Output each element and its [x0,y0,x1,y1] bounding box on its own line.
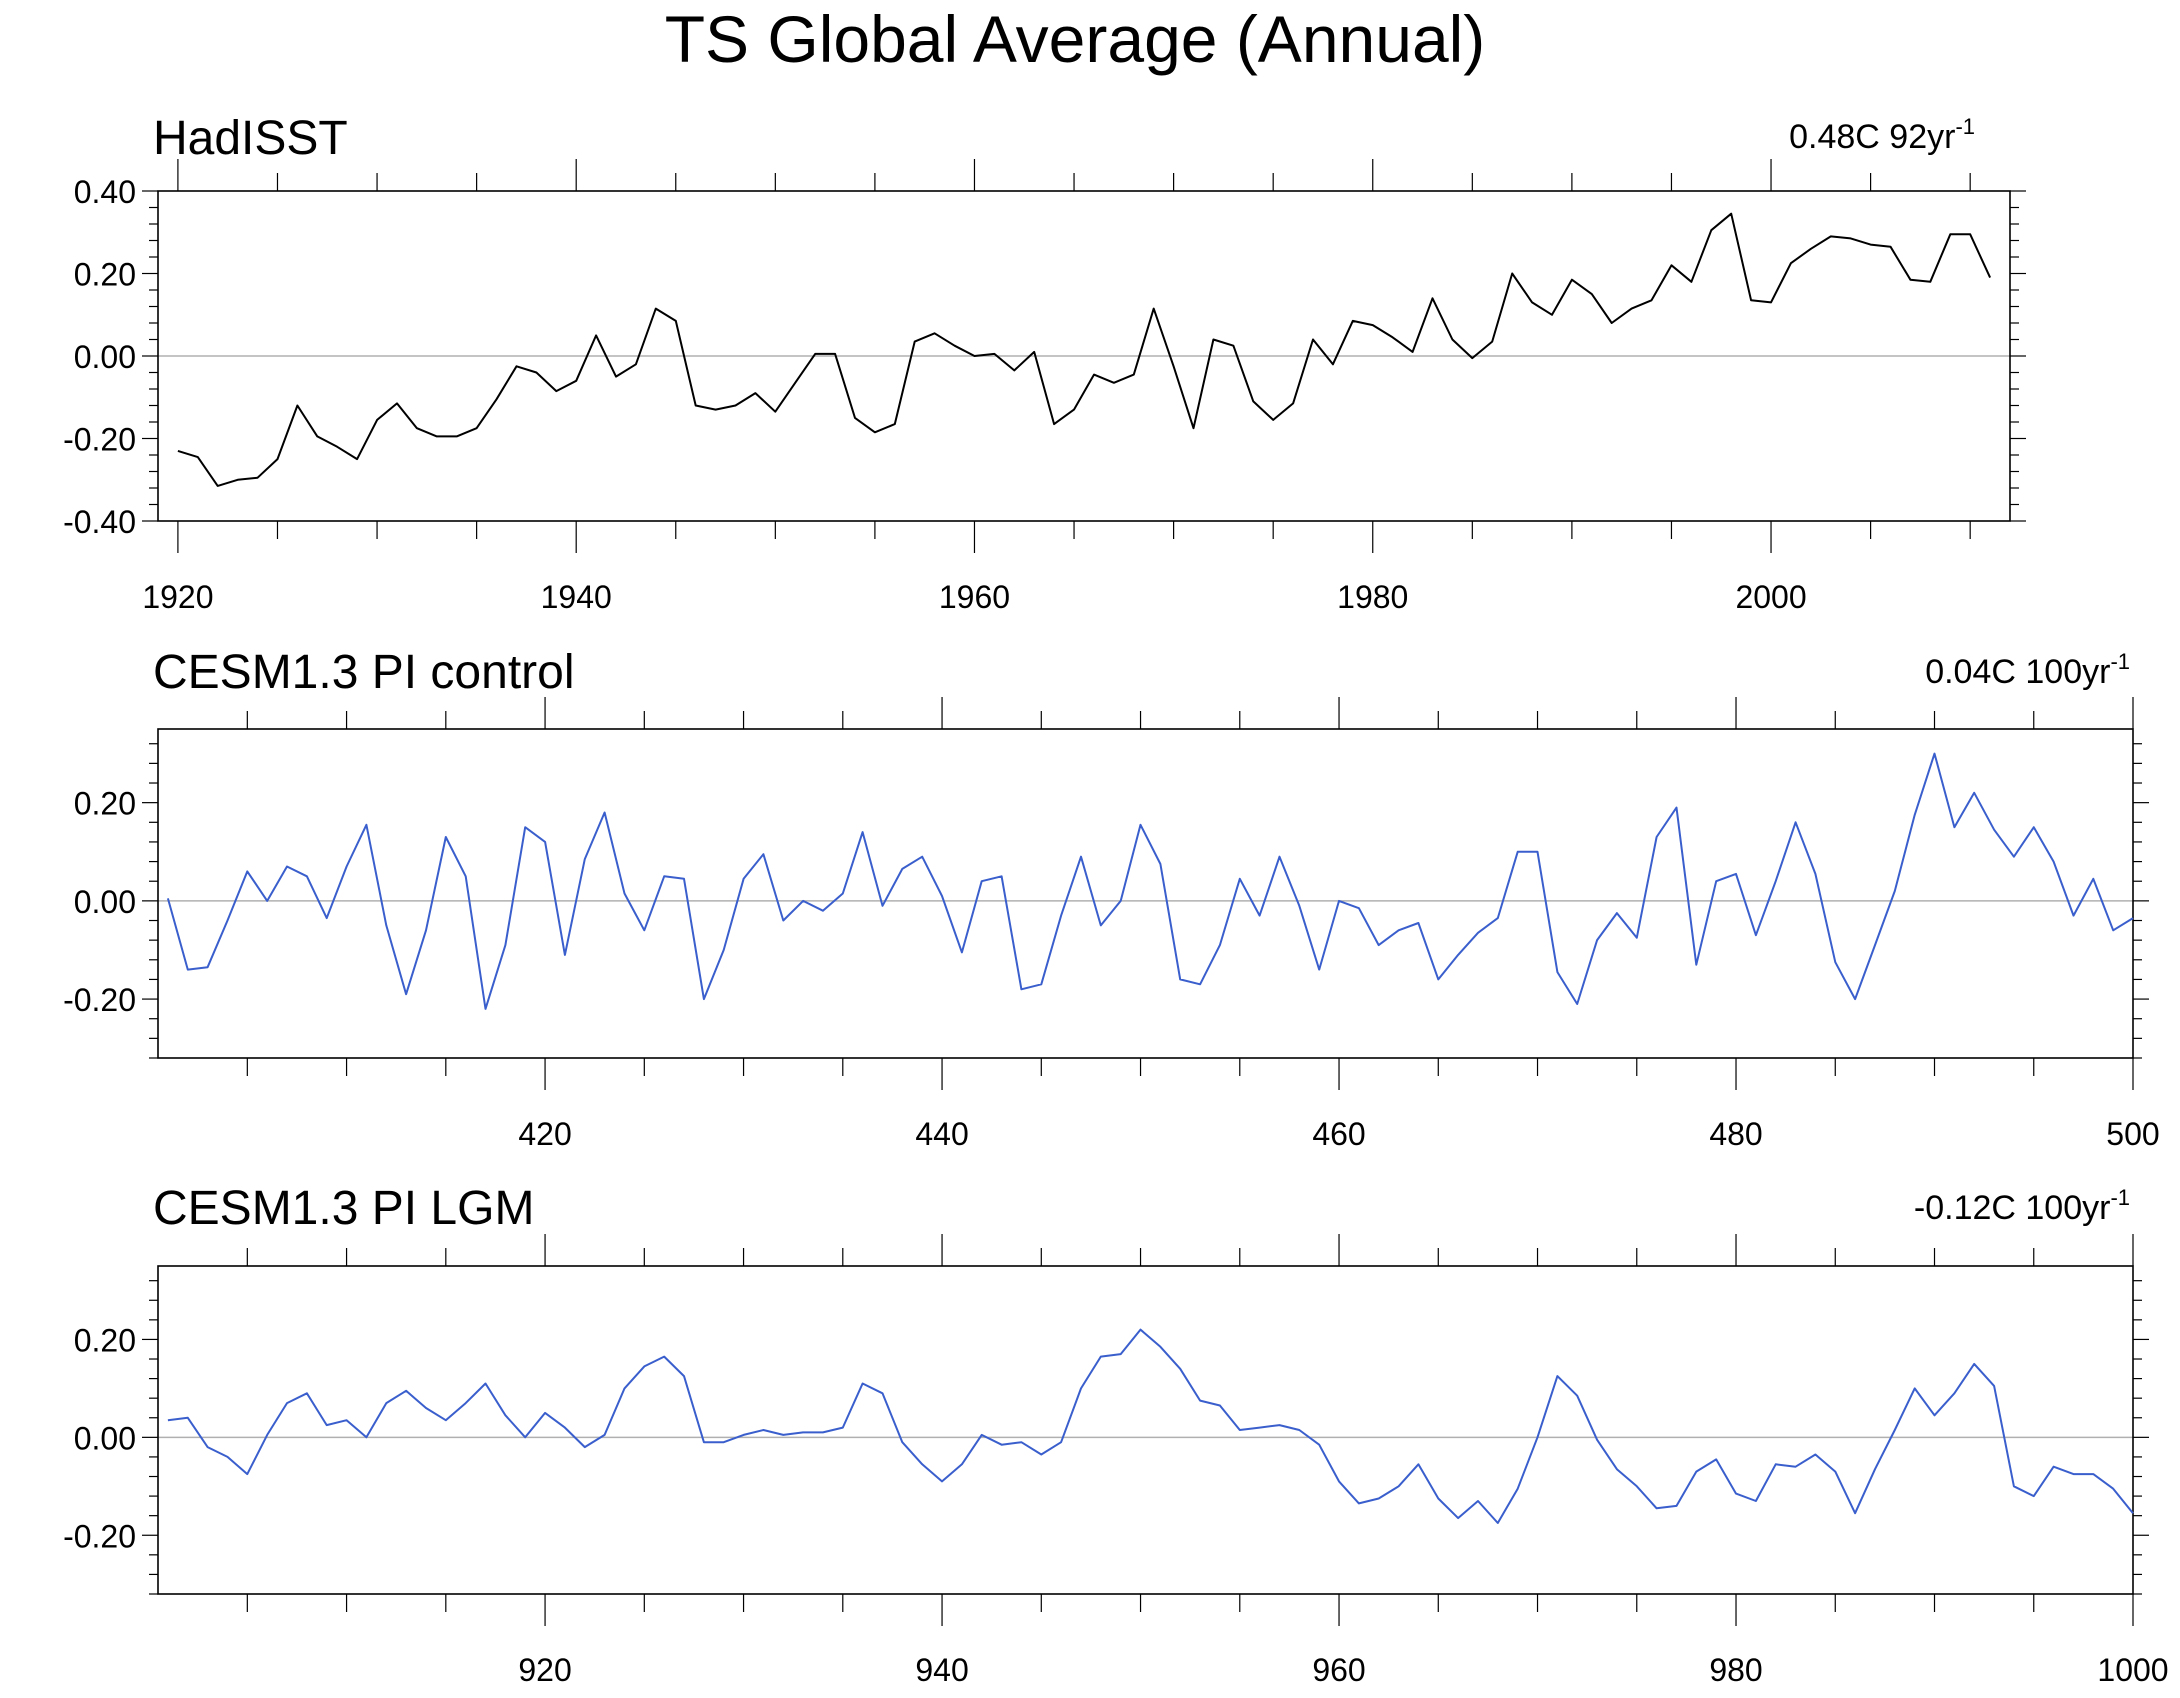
x-tick-label: 940 [915,1652,968,1688]
x-tick-label: 440 [915,1116,968,1152]
series-line [166,752,2134,1010]
x-tick-label: 420 [518,1116,571,1152]
x-tick-label: 500 [2106,1116,2159,1152]
x-tick-label: 920 [518,1652,571,1688]
trend-exponent: -1 [1955,114,1975,139]
trend-annotation: -0.12C 100yr-1 [1914,1185,2130,1227]
series-line [167,1328,2134,1524]
panel-title: CESM1.3 PI control [153,646,575,699]
x-tick-label: 1000 [2097,1652,2168,1688]
y-tick-label: -0.20 [63,1518,136,1554]
trend-annotation: 0.04C 100yr-1 [1925,649,2130,691]
trend-exponent: -1 [2110,1185,2130,1210]
panel-cesm-pi-lgm: CESM1.3 PI LGM -0.12C 100yr-1 -0.20 0.00 0… [63,1182,2169,1688]
x-tick-label: 2000 [1735,579,1806,615]
x-tick-label: 1960 [939,579,1010,615]
y-tick-label: 0.40 [74,174,136,210]
panel-cesm-pi-control: CESM1.3 PI control 0.04C 100yr-1 -0.20 0.… [63,646,2160,1152]
trend-value: 0.48C 92yr [1789,118,1955,156]
trend-annotation: 0.48C 92yr-1 [1789,114,1975,156]
x-tick-label: 980 [1709,1652,1762,1688]
y-tick-label: -0.20 [63,982,136,1018]
trend-exponent: -1 [2110,649,2130,674]
y-tick-label: 0.20 [74,1322,136,1358]
x-tick-label: 480 [1709,1116,1762,1152]
x-tick-label: 1920 [142,579,213,615]
figure-title: TS Global Average (Annual) [665,2,1486,76]
y-tick-label: -0.20 [63,422,136,458]
x-tick-label: 1940 [541,579,612,615]
plot-frame [157,728,2134,1059]
panel-title: HadISST [153,112,348,165]
y-tick-label: 0.20 [74,786,136,822]
panel-hadisst: HadISST 0.48C 92yr-1 -0.40 -0.20 0.00 0.20 0… [63,112,2026,615]
y-tick-label: 0.20 [74,257,136,293]
x-tick-label: 1980 [1337,579,1408,615]
y-tick-label: 0.00 [74,884,136,920]
trend-value: 0.04C 100yr [1925,653,2110,691]
plot-frame [157,1265,2134,1595]
y-tick-label: -0.40 [63,504,136,540]
panel-title: CESM1.3 PI LGM [153,1182,534,1235]
series-line [177,212,1992,487]
y-tick-label: 0.00 [74,339,136,375]
y-tick-label: 0.00 [74,1420,136,1456]
x-tick-label: 460 [1312,1116,1365,1152]
x-tick-label: 960 [1312,1652,1365,1688]
trend-value: -0.12C 100yr [1914,1189,2111,1227]
